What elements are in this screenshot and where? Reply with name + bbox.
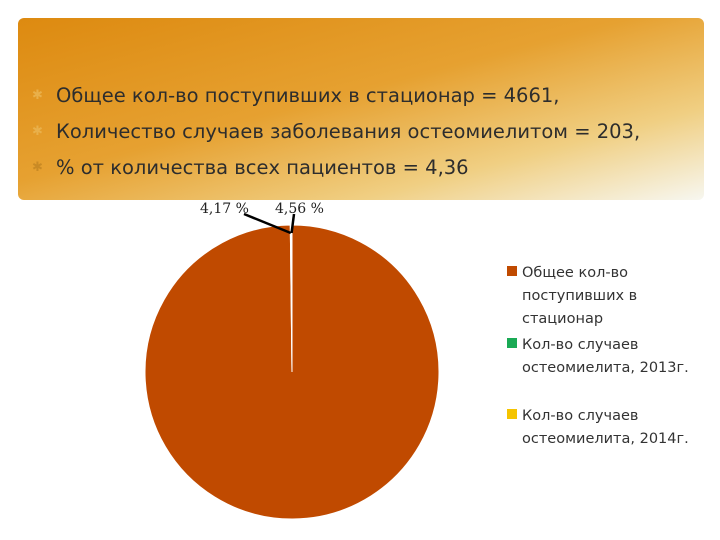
leader-line-1 [243,212,292,235]
legend-label-1: остеомиелита, 2013г. [522,360,689,376]
bullet-text: Общее кол-во поступивших в стационар = 4… [56,84,560,107]
data-label-1: 4,17 % [200,201,249,217]
bullet-text: % от количества всех пациентов = 4,36 [56,156,469,179]
legend-label-0: поступивших в [522,288,637,304]
asterisk-bullet-icon: ✱ [32,160,43,175]
asterisk-bullet-icon: ✱ [32,124,43,139]
legend-label-0: Общее кол-во [522,265,628,281]
asterisk-bullet-icon: ✱ [32,88,43,103]
bullet-list: ✱ Общее кол-во поступивших в стационар =… [32,78,692,186]
legend-swatch-0 [507,266,517,276]
legend-swatch-2 [507,409,517,419]
bullet-osteomyelitis-cases: ✱ Количество случаев заболевания остеоми… [32,114,692,150]
bullet-text: Количество случаев заболевания остеомиел… [56,120,641,143]
legend-label-0: стационар [522,311,603,327]
legend-label-2: Кол-во случаев [522,408,638,424]
legend-swatch-1 [507,338,517,348]
legend-label-2: остеомиелита, 2014г. [522,431,689,447]
header-panel [18,18,704,200]
bullet-admitted-total: ✱ Общее кол-во поступивших в стационар =… [32,78,692,114]
data-label-2: 4,56 % [275,201,324,217]
bullet-percentage: ✱ % от количества всех пациентов = 4,36 [32,150,692,186]
legend-label-1: Кол-во случаев [522,337,638,353]
leader-line-2 [290,213,296,234]
